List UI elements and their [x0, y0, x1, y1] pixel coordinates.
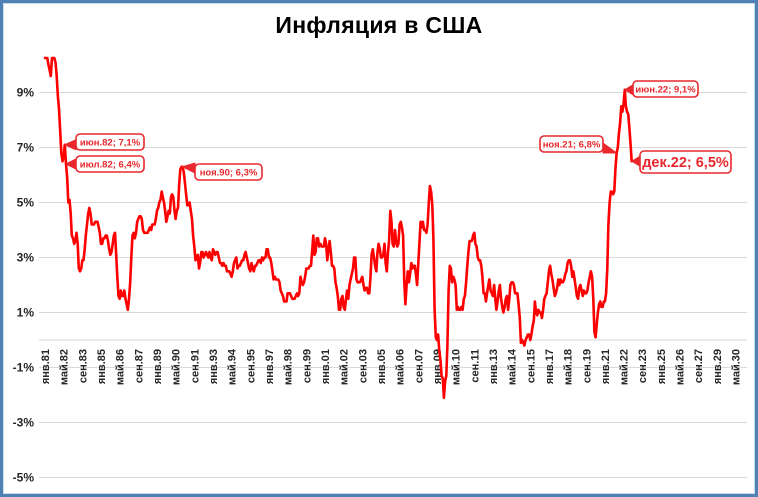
- callout-label: ноя.21; 6,8%: [543, 140, 601, 151]
- x-tick-label: сен.15: [525, 349, 537, 383]
- x-tick-label: сен.19: [581, 349, 593, 383]
- x-tick-label: май.86: [115, 349, 127, 385]
- callout-label: июн.22; 9,1%: [635, 85, 696, 96]
- callout-label: дек.22; 6,5%: [642, 155, 729, 171]
- y-tick-label: 3%: [17, 251, 35, 265]
- y-axis-labels: 9% 7% 5% 3% 1% -1% -3% -5%: [13, 86, 35, 485]
- x-tick-label: май.90: [171, 349, 183, 385]
- x-axis-labels: янв.81 май.82 сен.83 янв.85 май.86 сен.87 янв.…: [40, 348, 743, 385]
- x-tick-label: май.02: [339, 349, 351, 385]
- callout-tail: [64, 139, 77, 151]
- x-tick-label: сен.27: [693, 349, 705, 383]
- x-tick-label: май.30: [731, 349, 743, 385]
- x-tick-label: янв.89: [152, 349, 164, 384]
- y-tick-label: 5%: [17, 196, 35, 210]
- chart-title: Инфляция в США: [275, 12, 483, 38]
- callout-label: июл.82; 6,4%: [80, 160, 141, 171]
- callout-tail: [631, 155, 641, 167]
- x-tick-label: янв.81: [40, 349, 52, 384]
- inflation-line-chart: 9%7%5%3%1%-1%-3%-5%янв.81 май.82 сен.83 янв…: [13, 56, 747, 485]
- x-tick-label: сен.99: [301, 349, 313, 383]
- callout-box: [632, 80, 699, 98]
- y-tick-label: 9%: [17, 86, 35, 100]
- x-tick-label: янв.05: [376, 349, 388, 384]
- x-tick-label: май.06: [395, 349, 407, 385]
- y-tick-label: 7%: [17, 141, 35, 155]
- x-tick-label: сен.91: [189, 349, 201, 383]
- annotation-callout: ноя.21; 6,8%: [539, 135, 618, 154]
- y-tick-label: -5%: [13, 471, 35, 485]
- x-tick-label: май.18: [563, 349, 575, 385]
- x-tick-label: май.26: [675, 349, 687, 385]
- x-tick-label: сен.11: [469, 349, 481, 383]
- annotation-callout: ноя.90; 6,3%: [182, 162, 263, 181]
- x-tick-label: май.14: [507, 348, 519, 385]
- x-tick-label: сен.95: [245, 349, 257, 383]
- callout-box: [639, 150, 732, 174]
- callout-label: ноя.90; 6,3%: [200, 168, 258, 179]
- annotation-callout: июн.82; 7,1%: [64, 133, 145, 151]
- x-tick-label: янв.85: [96, 349, 108, 384]
- callout-box: [194, 163, 263, 181]
- annotation-callout: июл.82; 6,4%: [65, 155, 145, 173]
- x-tick-label: янв.97: [264, 349, 276, 384]
- callout-box: [75, 133, 145, 151]
- gridlines: [39, 92, 747, 478]
- x-tick-label: май.82: [59, 349, 71, 385]
- x-tick-label: сен.03: [357, 349, 369, 383]
- annotation-callout: дек.22; 6,5%: [631, 150, 732, 174]
- x-tick-label: май.22: [619, 349, 631, 385]
- x-tick-label: сен.83: [77, 349, 89, 383]
- y-tick-label: -1%: [13, 361, 35, 375]
- callout-label: июн.82; 7,1%: [80, 138, 141, 149]
- x-tick-label: сен.23: [637, 349, 649, 383]
- x-tick-label: янв.13: [488, 349, 500, 384]
- callout-box: [539, 135, 604, 153]
- x-tick-label: янв.25: [656, 349, 668, 384]
- x-tick-label: янв.01: [320, 349, 332, 384]
- x-tick-label: янв.29: [712, 349, 724, 384]
- x-tick-label: май.94: [227, 348, 239, 385]
- x-tick-label: сен.07: [413, 349, 425, 383]
- callout-box: [75, 155, 145, 173]
- x-tick-label: май.10: [451, 349, 463, 385]
- inflation-line: [43, 56, 633, 400]
- x-tick-label: янв.21: [600, 349, 612, 384]
- y-tick-label: -3%: [13, 416, 35, 430]
- y-tick-label: 1%: [17, 306, 35, 320]
- x-tick-label: янв.93: [208, 349, 220, 384]
- annotation-callout: июн.22; 9,1%: [624, 80, 699, 98]
- x-tick-label: сен.87: [133, 349, 145, 383]
- x-tick-label: май.98: [283, 349, 295, 385]
- x-tick-label: янв.17: [544, 349, 556, 384]
